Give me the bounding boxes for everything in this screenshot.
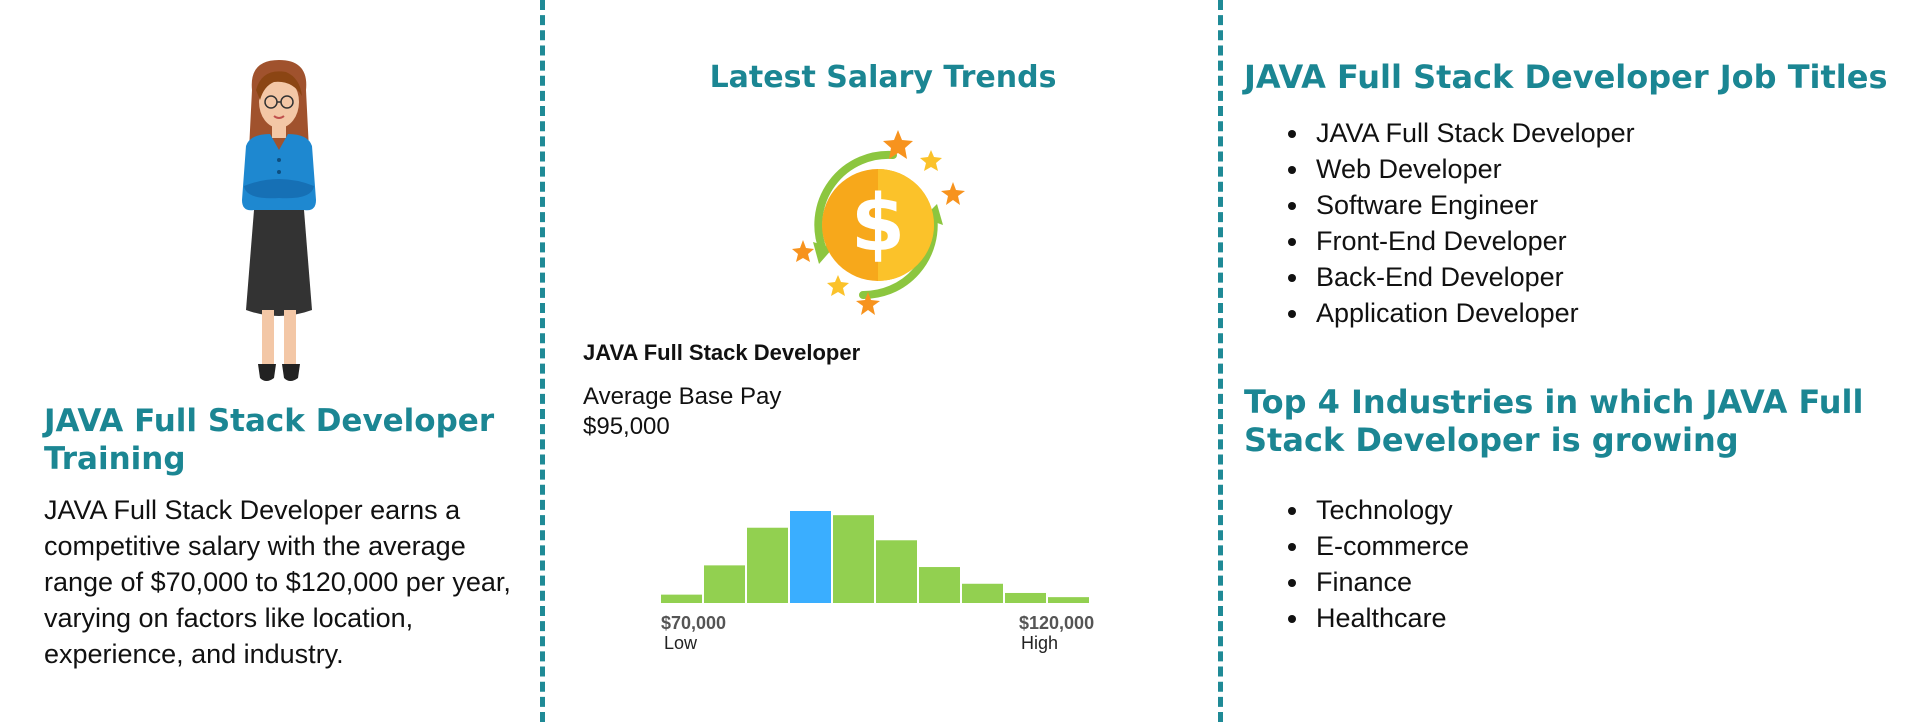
salary-trends-title: Latest Salary Trends <box>709 60 1057 95</box>
high-value-label: $120,000 <box>1019 613 1094 633</box>
low-value-label: $70,000 <box>661 613 726 633</box>
histogram-bar <box>1048 597 1089 603</box>
job-titles-heading: JAVA Full Stack Developer Job Titles <box>1244 58 1888 96</box>
list-item: Healthcare <box>1288 600 1469 636</box>
low-label: Low <box>664 633 698 653</box>
coin-symbol: $ <box>851 179 905 269</box>
list-item: Back-End Developer <box>1288 259 1635 295</box>
histogram-bar <box>962 583 1003 603</box>
list-item: Front-End Developer <box>1288 223 1635 259</box>
list-item: Application Developer <box>1288 295 1635 331</box>
list-item: Web Developer <box>1288 151 1635 187</box>
salary-histogram: $70,000 Low $120,000 High <box>661 511 1094 653</box>
histogram-bar <box>747 527 788 603</box>
training-title: JAVA Full Stack Developer Training <box>44 403 495 477</box>
histogram-bar <box>1005 592 1046 603</box>
divider-right <box>1218 0 1223 722</box>
list-item: JAVA Full Stack Developer <box>1288 115 1635 151</box>
base-pay-label: Average Base Pay <box>583 383 782 410</box>
histogram-bar <box>919 567 960 603</box>
histogram-bar <box>661 594 702 603</box>
coin-icon: $ <box>792 130 965 315</box>
job-titles-list: JAVA Full Stack Developer Web Developer … <box>1288 115 1635 331</box>
job-title-label: JAVA Full Stack Developer <box>583 340 861 365</box>
list-item: E-commerce <box>1288 528 1469 564</box>
list-item: Software Engineer <box>1288 187 1635 223</box>
high-label: High <box>1021 633 1058 653</box>
base-pay-value: $95,000 <box>583 413 670 440</box>
histogram-bar <box>833 515 874 603</box>
training-description: JAVA Full Stack Developer earns a compet… <box>44 495 511 669</box>
list-item: Technology <box>1288 492 1469 528</box>
histogram-bar <box>876 540 917 603</box>
histogram-bar <box>704 565 745 603</box>
industries-heading: Top 4 Industries in which JAVA Full Stac… <box>1244 383 1864 459</box>
woman-illustration <box>242 60 316 381</box>
list-item: Finance <box>1288 564 1469 600</box>
histogram-bar <box>790 511 831 603</box>
industries-list: Technology E-commerce Finance Healthcare <box>1288 492 1469 636</box>
divider-left <box>540 0 545 722</box>
